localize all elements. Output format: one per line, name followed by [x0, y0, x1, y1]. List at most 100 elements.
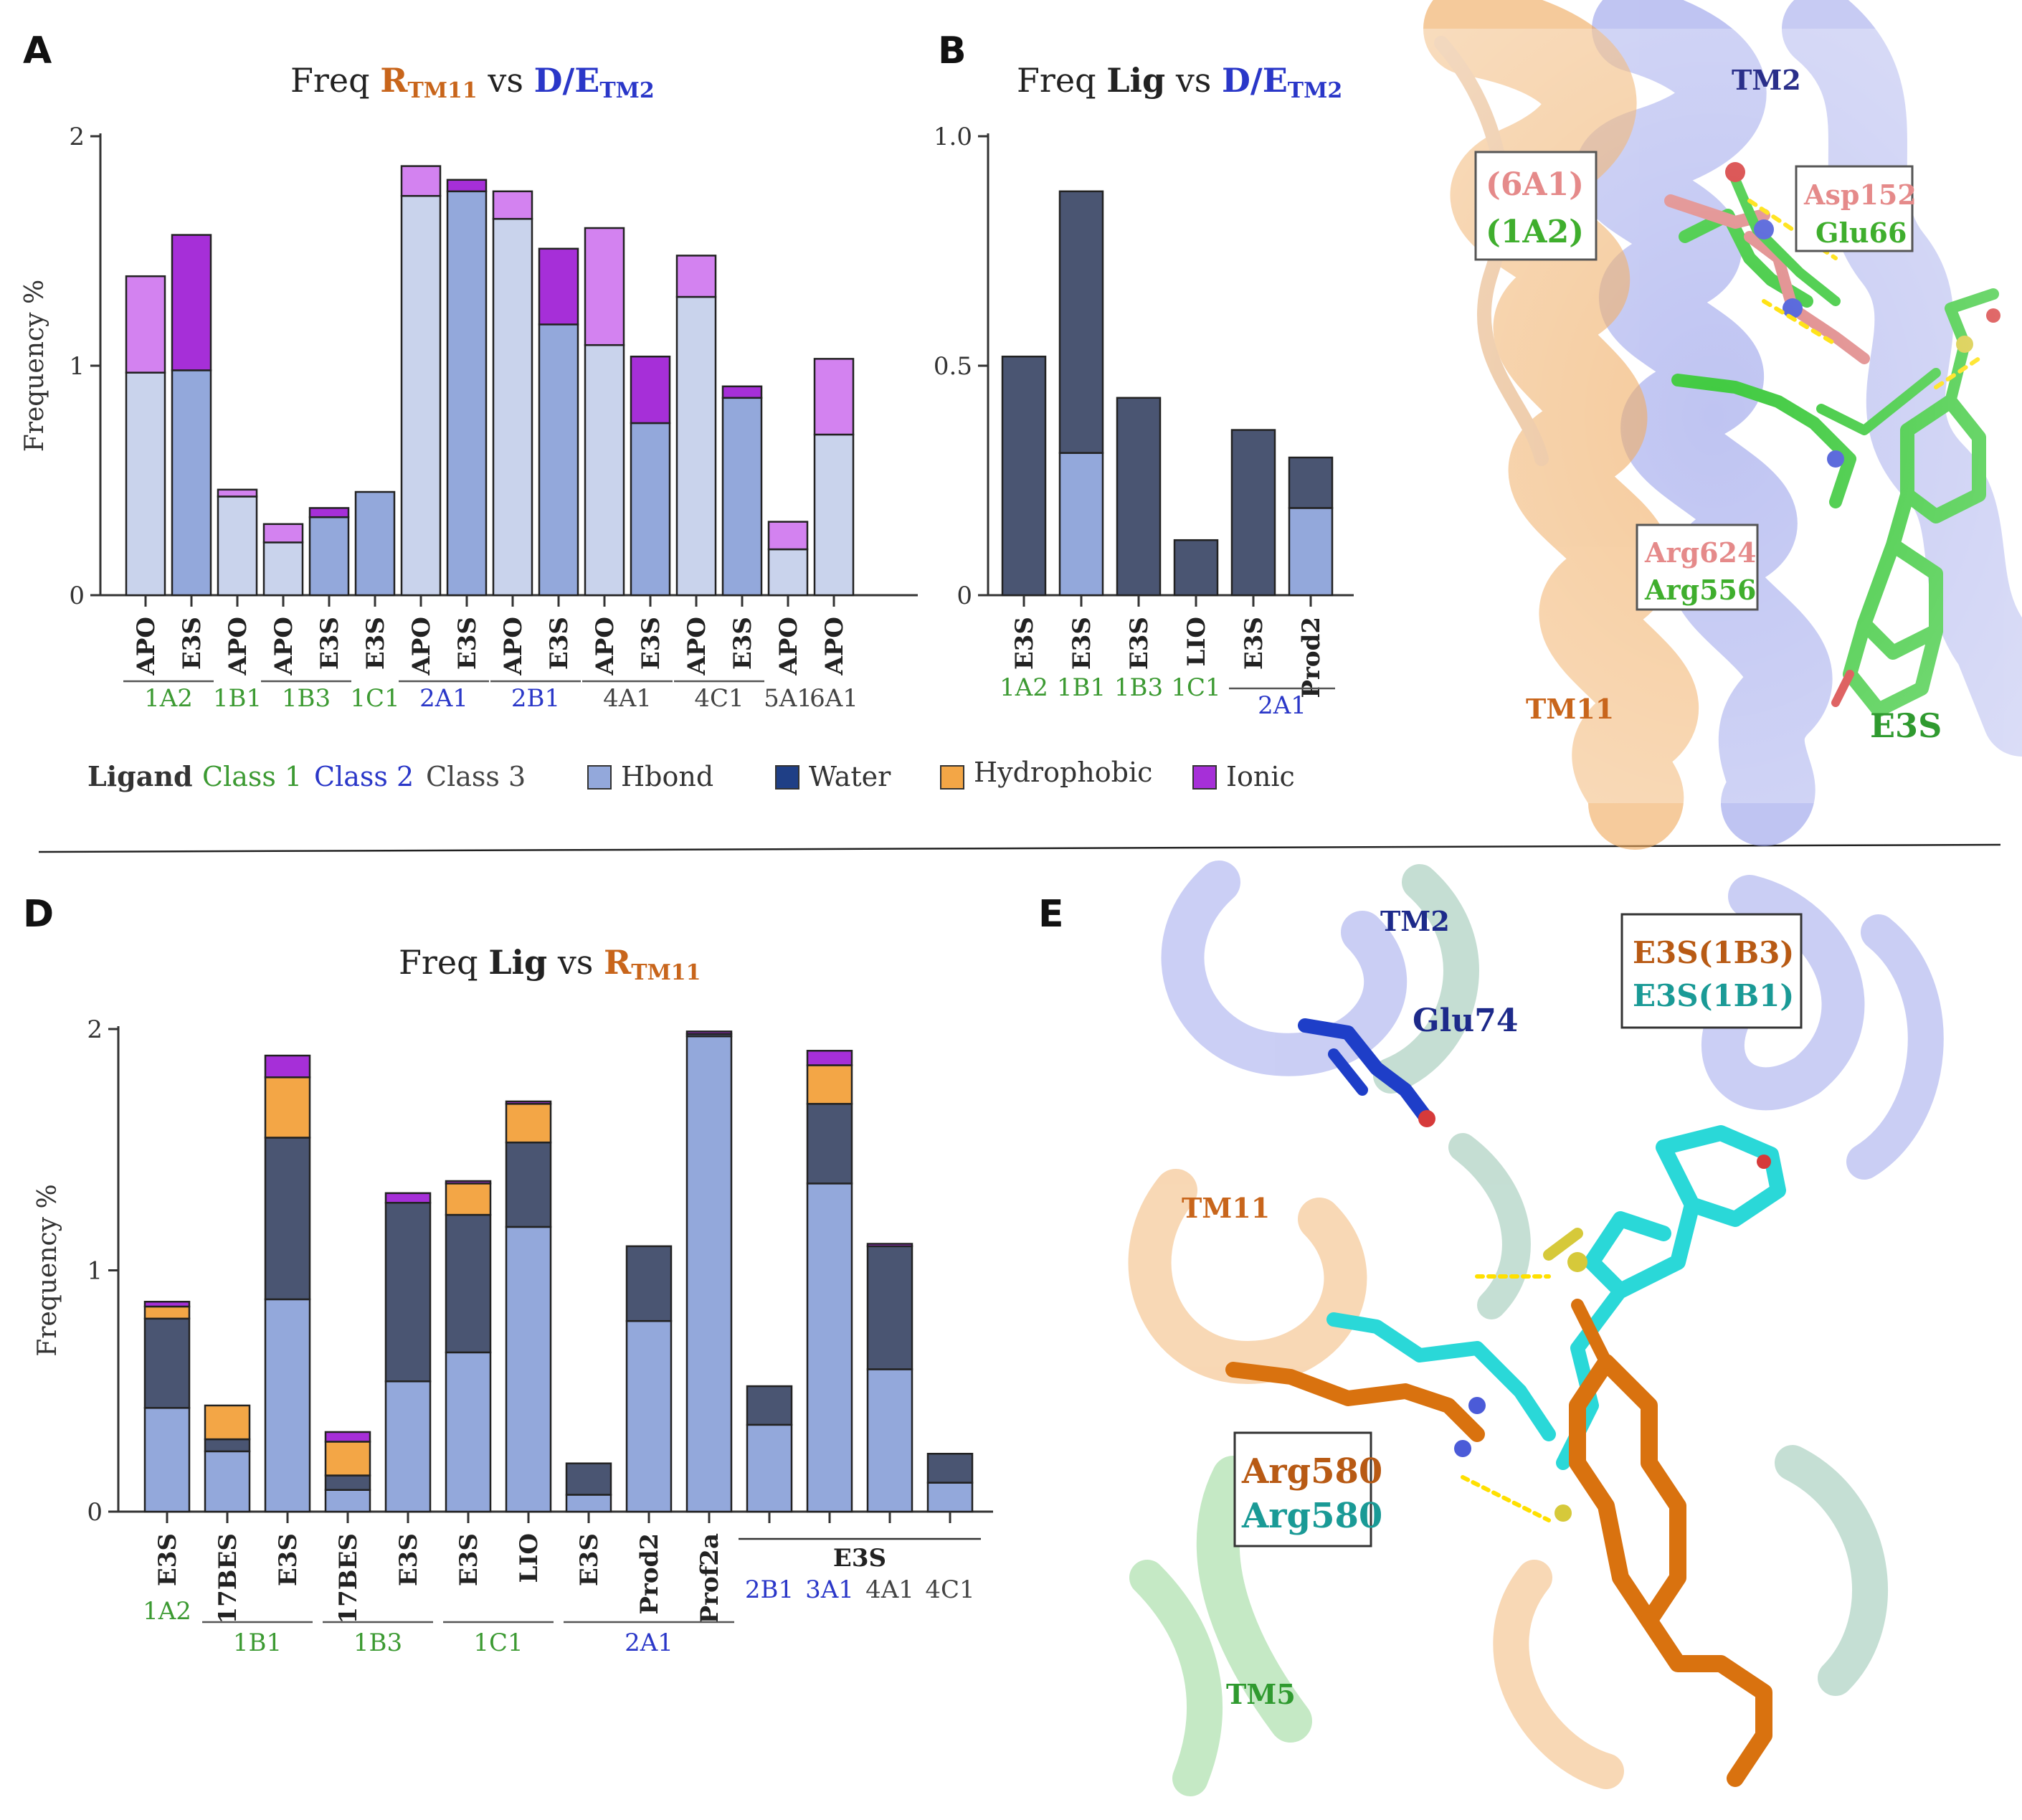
bar-segment-ionic: [308, 507, 350, 518]
bar-segment-ionic: [324, 1431, 371, 1443]
structure-e-background: [1117, 876, 1968, 1787]
bar-segment-ionic: [806, 1050, 853, 1066]
bar-segment-hbond: [538, 323, 579, 597]
bar-segment-ionic: [217, 488, 258, 498]
panel-letter-a: A: [23, 29, 52, 72]
x-category-label: E3S: [315, 617, 344, 670]
label-tm2-c: TM2: [1732, 64, 1801, 96]
bar-segment-hydrophobic: [143, 1305, 191, 1320]
bar-segment-hbond: [324, 1489, 371, 1513]
legend-hydrophobic-swatch: [940, 765, 964, 790]
bar-segment-hbond: [445, 1351, 492, 1513]
label-tm11-e: TM11: [1182, 1192, 1270, 1224]
bar-segment-hbond: [1288, 507, 1334, 597]
group-label-5a1: 5A1: [764, 684, 812, 713]
bar-segment-hbond: [625, 1319, 673, 1513]
label-box-arg: [1636, 523, 1759, 611]
group-label-1a2: 1A2: [144, 684, 193, 713]
bar-segment-hbond: [264, 1298, 311, 1513]
bar-segment-water: [505, 1141, 552, 1228]
x-category-label: 17BES: [334, 1533, 363, 1624]
group-label-1c1: 1C1: [350, 684, 399, 713]
label-glu74: Glu74: [1413, 1003, 1519, 1039]
bar-segment-ionic: [675, 255, 717, 298]
bar-segment-ionic: [813, 358, 855, 436]
bar-segment-ionic: [400, 165, 442, 197]
group-label-1a2: 1A2: [143, 1597, 191, 1626]
bar-segment-hbond: [721, 397, 763, 597]
bar-segment-hbond: [505, 1226, 552, 1513]
chart-b-title: Freq Lig vs D/ETM2: [1017, 61, 1342, 103]
group-label-1c1: 1C1: [1171, 673, 1220, 702]
bar-segment-ionic: [143, 1300, 191, 1308]
bar-segment-water: [1173, 539, 1219, 597]
y-tick-label: 0.5: [934, 352, 972, 381]
y-axis-label: Frequency %: [33, 1184, 62, 1356]
x-category-label: APO: [499, 617, 528, 676]
bar-segment-hbond: [767, 548, 809, 597]
bar-segment-ionic: [384, 1192, 432, 1204]
y-tick-label: 1.0: [934, 123, 972, 151]
label-tm2-e: TM2: [1380, 905, 1450, 937]
x-category-label: APO: [591, 617, 620, 676]
bar-segment-hbond: [866, 1368, 913, 1513]
group-label-2a1: 2A1: [625, 1629, 673, 1657]
bar-segment-water: [806, 1103, 853, 1185]
structure-c: TM2 TM11 (6A1) (1A2) Asp152 Glu66 Arg624…: [1405, 0, 2022, 850]
bar-segment-water: [926, 1452, 974, 1484]
bar-segment-water: [264, 1137, 311, 1301]
group-label-1c1: 1C1: [473, 1629, 523, 1657]
bar-segment-hbond: [400, 194, 442, 597]
bar-segment-ionic: [445, 1180, 492, 1185]
bar-segment-water: [1001, 355, 1047, 597]
legend-ligand-label: Ligand: [87, 760, 193, 792]
group-label-4c1: 4C1: [694, 684, 744, 713]
bar-segment-hbond: [926, 1482, 974, 1513]
panel-separator: [38, 843, 2001, 853]
label-arg556: Arg556: [1644, 574, 1756, 606]
bar-segment-ionic: [262, 523, 304, 544]
label-tm5-e: TM5: [1226, 1678, 1296, 1710]
x-category-label: Prof2a: [696, 1533, 724, 1624]
label-box-asp-glu: [1795, 165, 1914, 252]
group-label-1b1: 1B1: [233, 1629, 282, 1657]
x-category-label: LIO: [515, 1533, 544, 1583]
group-label-1b3: 1B3: [353, 1629, 402, 1657]
x-category-label: E3S: [153, 1533, 182, 1586]
x-category-label: E3S: [728, 617, 757, 670]
legend: Ligand Class 1 Class 2 Class 3 Hbond Wat…: [87, 757, 1295, 792]
bar-segment-hbond: [384, 1380, 432, 1513]
e3s-group-label: E3S: [833, 1544, 886, 1573]
group-label-6a1: 6A1: [810, 684, 858, 713]
bar-segment-hbond: [125, 371, 166, 597]
x-category-label: APO: [270, 617, 298, 676]
bar-segment-water: [204, 1438, 251, 1453]
y-tick-label: 2: [87, 1015, 103, 1044]
legend-hydrophobic: Hydrophobic: [974, 757, 1152, 788]
bar-segment-water: [565, 1462, 612, 1496]
bar-segment-hbond: [630, 422, 671, 597]
group-label-2a1: 2A1: [419, 684, 468, 713]
x-category-label: APO: [774, 617, 803, 676]
bar-segment-hbond: [806, 1182, 853, 1513]
label-e3s-c: E3S: [1870, 706, 1942, 745]
panel-letter-e: E: [1038, 893, 1064, 936]
bar-segment-hydrophobic: [505, 1103, 552, 1144]
bar-segment-hbond: [217, 496, 258, 597]
x-category-label: Prod2: [635, 1533, 664, 1615]
bar-segment-hydrophobic: [324, 1441, 371, 1477]
bar-segment-ionic: [584, 227, 625, 346]
x-category-label: Prod2: [1297, 617, 1326, 698]
bar-segment-water: [1230, 429, 1276, 597]
bar-segment-hbond: [262, 541, 304, 597]
bar-segment-ionic: [685, 1030, 733, 1035]
bar-segment-hbond: [675, 295, 717, 597]
bar-segment-water: [746, 1385, 793, 1426]
e3s-sub-label-4c1: 4C1: [925, 1575, 974, 1604]
bar-segment-hydrophobic: [264, 1076, 311, 1139]
structure-e: TM2 Glu74 TM11 TM5 E3S(1B3) E3S(1B1) Arg…: [1117, 861, 1968, 1796]
helices-e: [1128, 861, 1944, 1796]
y-tick-label: 0: [69, 582, 85, 610]
chart-a-title: Freq RTM11 vs D/ETM2: [290, 61, 655, 105]
group-label-4a1: 4A1: [603, 684, 652, 713]
